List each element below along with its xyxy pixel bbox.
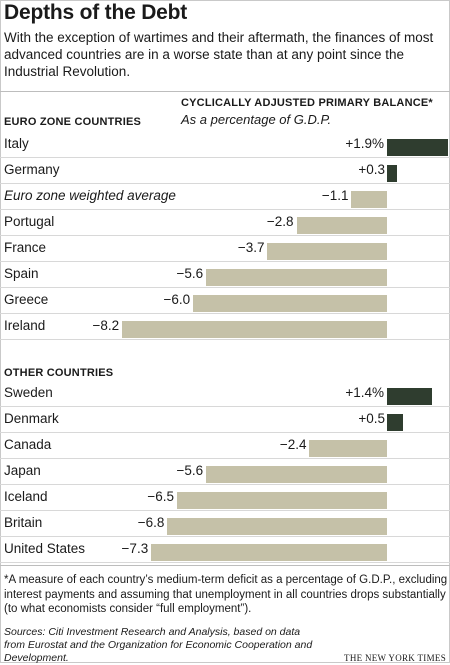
bar-row: Ireland −8.2 [0,314,450,340]
bar [167,518,387,535]
bar [387,414,404,431]
row-divider [0,484,450,485]
section-other-countries: OTHER COUNTRIES [4,367,114,379]
category-label: Britain [4,515,43,530]
bar-row: Japan −5.6 [0,459,450,485]
value-label: −3.7 [237,240,265,255]
row-divider [0,183,450,184]
bar [206,269,387,286]
category-label: France [4,240,47,255]
page-title: Depths of the Debt [4,1,188,24]
footnote-rule [0,565,450,566]
category-label: Italy [4,136,29,151]
value-label: +0.5 [358,411,385,426]
value-label: −2.8 [266,214,294,229]
measure-title: CYCLICALLY ADJUSTED PRIMARY BALANCE* [181,97,433,109]
category-label: Portugal [4,214,55,229]
category-label: Denmark [4,411,59,426]
bar [387,388,433,405]
category-label: United States [4,541,86,556]
sources: Sources: Citi Investment Research and An… [4,626,313,664]
row-divider [0,510,450,511]
bar [296,217,387,234]
bar-row: Italy +1.9% [0,132,450,158]
value-label: −5.6 [176,463,204,478]
row-divider [0,406,450,407]
footnote: *A measure of each country’s medium-term… [4,574,448,615]
category-label: Spain [4,266,39,281]
value-label: −1.1 [321,188,349,203]
value-label: −6.0 [163,292,191,307]
bar [267,243,387,260]
bar-row: Germany +0.3 [0,158,450,184]
bar-row: Spain −5.6 [0,262,450,288]
bar-row: Iceland −6.5 [0,485,450,511]
bar-row: Canada −2.4 [0,433,450,459]
bar [351,191,387,208]
category-label: Canada [4,437,52,452]
bar-row: Sweden +1.4% [0,381,450,407]
bar [151,544,387,561]
value-label: −8.2 [92,318,120,333]
bar-row: Portugal −2.8 [0,210,450,236]
row-divider [0,235,450,236]
row-divider [0,157,450,158]
top-rule [0,91,450,92]
bar [387,139,449,156]
value-label: +0.3 [358,162,385,177]
intro-text: With the exception of wartimes and their… [4,30,434,79]
row-divider [0,536,450,537]
bar [122,321,387,338]
bar-row: Greece −6.0 [0,288,450,314]
value-label: −2.4 [279,437,307,452]
value-label: +1.4% [345,385,384,400]
row-divider [0,261,450,262]
value-label: −6.8 [137,515,165,530]
section-euro-zone: EURO ZONE COUNTRIES [4,116,142,128]
bar [206,466,387,483]
category-label: Sweden [4,385,53,400]
row-divider [0,287,450,288]
row-divider [0,432,450,433]
value-label: −5.6 [176,266,204,281]
measure-subtitle: As a percentage of G.D.P. [181,112,332,127]
row-divider [0,313,450,314]
bar [387,165,397,182]
bar-row: Denmark +0.5 [0,407,450,433]
bar-row: United States −7.3 [0,537,450,563]
row-divider [0,458,450,459]
value-label: −6.5 [147,489,175,504]
row-divider [0,209,450,210]
category-label: Japan [4,463,41,478]
bar-row: Euro zone weighted average −1.1 [0,184,450,210]
bar [177,492,387,509]
value-label: −7.3 [121,541,149,556]
value-label: +1.9% [345,136,384,151]
row-divider [0,562,450,563]
credit-line: THE NEW YORK TIMES [344,653,446,663]
bar-row: France −3.7 [0,236,450,262]
category-label: Iceland [4,489,48,504]
category-label: Euro zone weighted average [4,188,176,203]
bar [309,440,387,457]
bar [193,295,387,312]
category-label: Ireland [4,318,46,333]
category-label: Germany [4,162,60,177]
category-label: Greece [4,292,49,307]
bar-row: Britain −6.8 [0,511,450,537]
row-divider [0,339,450,340]
